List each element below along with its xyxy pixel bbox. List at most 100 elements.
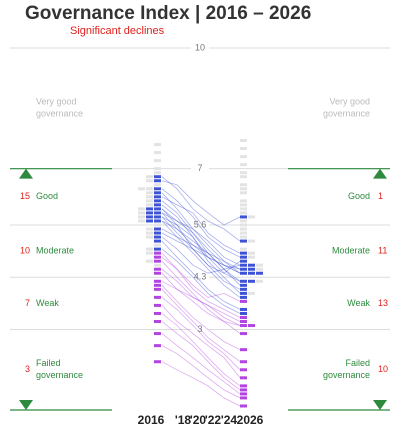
band-label: Very good (329, 97, 370, 107)
square (154, 295, 161, 299)
square (240, 360, 247, 364)
series-line (161, 180, 241, 226)
square (240, 227, 247, 231)
series-line (161, 305, 241, 379)
square (248, 279, 255, 283)
square (146, 215, 153, 219)
series-line (161, 216, 241, 294)
y-tick-label: 4.3 (194, 272, 207, 282)
series-line (161, 212, 241, 286)
square (240, 404, 247, 408)
series-line (161, 208, 241, 290)
square (240, 384, 247, 388)
series-line (161, 232, 241, 274)
square (248, 271, 255, 275)
y-tick-label: 10 (195, 42, 205, 52)
square (154, 283, 161, 287)
square (154, 332, 161, 336)
square (240, 207, 247, 211)
square (248, 239, 255, 243)
square (146, 191, 153, 195)
series-line (161, 220, 241, 282)
square (256, 263, 263, 267)
square (146, 219, 153, 223)
count-2026: 13 (378, 298, 388, 308)
x-tick-label: '20 (190, 413, 207, 427)
square (240, 299, 247, 303)
square (240, 396, 247, 400)
square (240, 223, 247, 227)
square (154, 247, 161, 251)
square (146, 207, 153, 211)
square (154, 344, 161, 348)
band-label: Moderate (332, 245, 370, 255)
series-line (161, 192, 241, 274)
marker-up (373, 168, 387, 179)
series-line (161, 333, 241, 395)
band-label: Weak (36, 298, 59, 308)
square (138, 187, 145, 191)
square (240, 311, 247, 315)
square (154, 303, 161, 307)
square (240, 219, 247, 223)
series-line (161, 228, 241, 270)
band-label: Failed (345, 358, 370, 368)
count-2016: 15 (20, 191, 30, 201)
square (240, 199, 247, 203)
series-line (161, 212, 241, 274)
marker-up (19, 168, 33, 179)
series-line (161, 280, 241, 322)
square (146, 211, 153, 215)
marker-down (373, 400, 387, 410)
square (240, 376, 247, 380)
square (154, 243, 161, 247)
square (248, 324, 255, 328)
square (154, 231, 161, 235)
series-line (161, 285, 241, 351)
square (146, 227, 153, 231)
x-tick-label: '24 (221, 413, 238, 427)
square (240, 295, 247, 299)
square (240, 171, 247, 175)
series-line (161, 297, 241, 371)
square (154, 151, 161, 155)
square (146, 203, 153, 207)
chart-title: Governance Index | 2016 – 2026 (25, 3, 311, 24)
square (154, 255, 161, 259)
square (240, 263, 247, 267)
square (240, 368, 247, 372)
square (146, 231, 153, 235)
square (240, 392, 247, 396)
series-line (161, 220, 241, 298)
square (154, 219, 161, 223)
series-line (161, 321, 241, 391)
square (154, 259, 161, 263)
square (154, 235, 161, 239)
square (154, 239, 161, 243)
series-line (161, 252, 241, 318)
square (146, 179, 153, 183)
series-line (161, 289, 241, 363)
square (240, 259, 247, 263)
square (240, 348, 247, 352)
square (240, 271, 247, 275)
square (154, 311, 161, 315)
square (240, 203, 247, 207)
square (256, 279, 263, 283)
square (248, 267, 255, 271)
square (240, 211, 247, 215)
square (154, 179, 161, 183)
square (154, 360, 161, 364)
square (154, 251, 161, 255)
square (154, 203, 161, 207)
square (146, 247, 153, 251)
square (240, 155, 247, 159)
count-2016: 3 (25, 364, 30, 374)
square (240, 332, 247, 336)
count-2016: 10 (20, 245, 30, 255)
square (256, 271, 263, 275)
square (146, 195, 153, 199)
square (240, 315, 247, 319)
band-label: governance (323, 370, 370, 380)
